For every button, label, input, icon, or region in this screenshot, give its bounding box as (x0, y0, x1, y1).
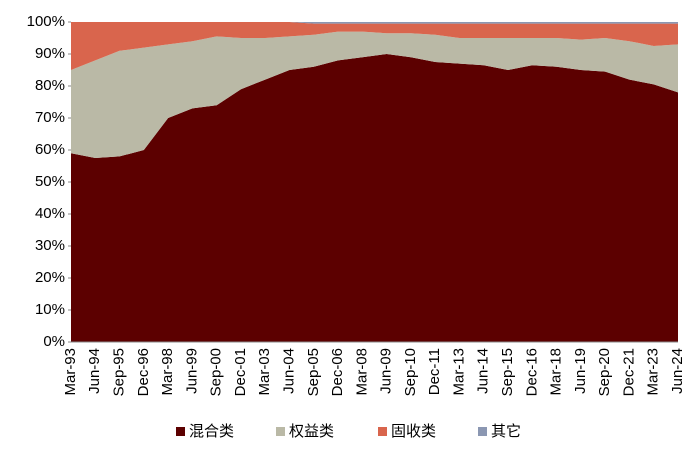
x-tick-label: Jun-09 (378, 348, 395, 394)
x-tick-label: Mar-03 (256, 348, 273, 396)
x-tick-label: Dec-06 (329, 348, 346, 396)
legend-label: 其它 (491, 422, 521, 440)
x-tick-label: Sep-15 (499, 348, 516, 396)
y-tick-label: 50% (35, 173, 65, 190)
x-tick-label: Mar-98 (159, 348, 176, 396)
y-tick-label: 40% (35, 205, 65, 222)
legend-label: 权益类 (289, 423, 334, 440)
x-tick-label: Jun-19 (572, 348, 589, 394)
x-tick-label: Dec-11 (426, 348, 443, 395)
x-tick-label: Jun-24 (669, 348, 686, 394)
y-tick-label: 30% (35, 237, 65, 254)
x-tick-label: Dec-01 (232, 348, 249, 396)
x-tick-label: Sep-00 (208, 348, 225, 396)
x-tick-label: Sep-05 (305, 348, 322, 396)
area (71, 22, 678, 70)
area (71, 31, 678, 159)
y-tick-label: 20% (35, 269, 65, 286)
x-tick-label: Dec-21 (620, 348, 637, 396)
x-tick-label: Mar-23 (645, 348, 662, 396)
legend-swatch (276, 427, 285, 436)
x-tick-label: Sep-95 (111, 348, 128, 396)
legend-swatch (478, 427, 487, 436)
y-tick-label: 70% (35, 109, 65, 126)
y-tick-label: 100% (27, 13, 65, 30)
x-tick-label: Jun-04 (280, 348, 297, 394)
area (71, 54, 678, 342)
y-tick-label: 60% (35, 141, 65, 158)
legend-label: 混合类 (189, 423, 234, 440)
x-tick-label: Mar-08 (353, 348, 370, 396)
x-tick-label: Dec-16 (523, 348, 540, 396)
legend-label: 固收类 (391, 423, 436, 440)
y-tick-label: 10% (35, 301, 65, 318)
x-tick-label: Jun-99 (183, 348, 200, 394)
x-tick-label: Mar-18 (548, 348, 565, 396)
x-tick-label: Sep-10 (402, 348, 419, 396)
y-tick-label: 90% (35, 45, 65, 62)
x-tick-label: Jun-94 (86, 348, 103, 394)
y-tick-label: 0% (43, 333, 65, 350)
x-tick-label: Sep-20 (596, 348, 613, 396)
legend-swatch (176, 427, 185, 436)
x-tick-label: Mar-93 (62, 348, 79, 396)
area (71, 22, 678, 24)
y-tick-label: 80% (35, 77, 65, 94)
legend-swatch (378, 427, 387, 436)
x-tick-label: Mar-13 (450, 348, 467, 396)
x-tick-label: Dec-96 (135, 348, 152, 396)
x-tick-label: Jun-14 (475, 348, 492, 394)
